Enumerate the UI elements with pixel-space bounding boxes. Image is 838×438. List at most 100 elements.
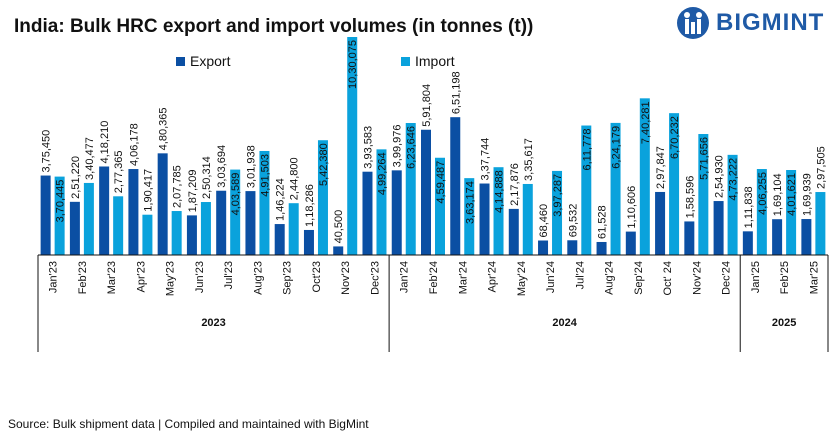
export-data-label: 3,03,694 [216,145,228,188]
chart-title: India: Bulk HRC export and import volume… [14,16,534,37]
import-bar [639,98,650,256]
x-tick-label: Dec'24 [721,261,733,295]
x-tick-label: Jul'23 [223,261,235,289]
import-data-label: 4,99,264 [376,152,388,195]
x-tick-label: Nov'24 [691,261,703,295]
import-bar [727,154,738,255]
export-bar [186,215,197,255]
import-data-label: 4,14,888 [494,170,506,213]
logo-icon [677,7,709,39]
import-bar [376,149,387,255]
import-data-label: 3,35,617 [523,138,535,181]
export-data-label: 4,18,210 [99,121,111,164]
x-tick-label: Jul'24 [574,261,586,289]
import-data-label: 1,90,417 [142,169,154,212]
x-tick-label: Mar'24 [457,261,469,294]
export-bar [742,231,753,255]
x-tick-label: Jan'23 [48,261,60,293]
legend-label-export: Export [190,53,231,69]
export-data-label: 1,87,209 [187,170,199,213]
x-tick-label: Mar'25 [808,261,820,294]
export-bar [274,224,285,255]
import-bar [493,167,504,255]
import-data-label: 4,91,503 [259,154,271,197]
import-data-label: 3,63,174 [464,181,476,224]
x-tick-label: Dec'23 [369,261,381,295]
import-bar [54,176,65,255]
x-tick-label: Feb'25 [779,261,791,294]
year-label: 2023 [201,317,225,329]
import-data-label: 2,50,314 [201,156,213,199]
import-bar [347,37,358,255]
export-data-label: 1,10,606 [626,186,638,229]
x-tick-label: Jan'24 [399,261,411,293]
import-bar [259,150,270,255]
export-bar [40,175,51,255]
export-data-label: 1,69,104 [772,173,784,216]
export-data-label: 69,532 [567,204,579,238]
import-bar [200,202,211,255]
import-bar [698,134,709,255]
import-data-label: 4,73,222 [728,158,740,201]
x-tick-label: Feb'24 [428,261,440,294]
import-bar [815,192,826,255]
import-data-label: 4,06,255 [757,172,769,215]
import-bar [552,170,563,255]
import-data-label: 2,77,365 [113,150,125,193]
import-bar [317,140,328,255]
x-tick-label: Jan'25 [750,261,762,293]
export-bar [508,208,519,255]
import-data-label: 10,30,075 [347,40,359,89]
export-bar [479,183,490,255]
import-bar [522,183,533,255]
import-data-label: 3,70,445 [55,180,67,223]
import-data-label: 6,70,232 [669,116,681,159]
import-bar [288,203,299,255]
import-data-label: 4,01,621 [786,173,798,216]
export-bar [362,171,373,255]
x-tick-label: Aug'23 [252,261,264,295]
x-tick-label: May'23 [165,261,177,296]
x-tick-label: Jun'23 [194,261,206,293]
export-data-label: 2,17,876 [509,163,521,206]
export-bar [801,219,812,255]
x-tick-label: Aug'24 [604,261,616,295]
import-bar [405,123,416,255]
import-bar [464,178,475,255]
export-bar [538,240,549,255]
export-data-label: 1,69,939 [801,173,813,216]
legend-label-import: Import [415,53,455,69]
export-data-label: 5,91,804 [421,84,433,127]
year-label: 2024 [552,317,577,329]
export-data-label: 3,93,583 [362,126,374,169]
export-bar [596,241,607,255]
import-bar [171,211,182,255]
import-bar [756,169,767,255]
import-bar [230,169,241,255]
export-data-label: 3,99,976 [392,125,404,168]
export-bar [216,190,227,255]
export-data-label: 1,46,224 [275,178,287,221]
logo-text: BIGMINT [716,9,825,36]
export-bar [772,219,783,255]
export-bar [128,169,139,255]
export-data-label: 2,54,930 [714,155,726,198]
export-bar [567,240,578,255]
import-data-label: 3,40,477 [84,137,96,180]
export-data-label: 4,80,365 [158,108,170,151]
import-bar [83,182,94,255]
export-data-label: 1,58,596 [684,176,696,219]
import-bar [142,214,153,255]
import-data-label: 4,03,589 [230,173,242,216]
x-tick-label: Oct'23 [311,261,323,292]
legend-import: Import [401,53,455,69]
export-bar [391,170,402,255]
x-tick-label: Apr'24 [487,261,499,292]
export-bar [245,191,256,255]
import-bar [669,113,680,256]
import-bar [581,125,592,256]
source-note: Source: Bulk shipment data | Compiled an… [8,417,369,431]
export-bar [450,117,461,256]
export-bar [684,221,695,255]
import-data-label: 7,40,281 [640,101,652,144]
